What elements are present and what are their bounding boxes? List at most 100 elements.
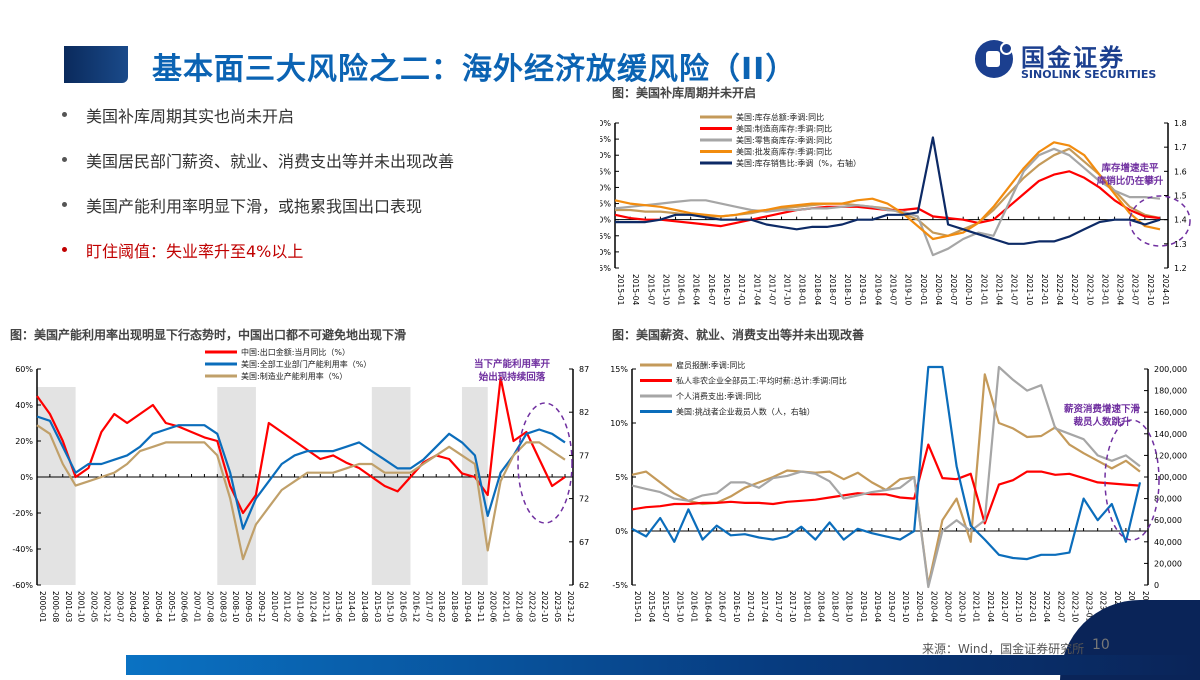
x-tick-label: 2009-12 [257,591,266,623]
x-tick-label: 2009-05 [244,591,253,623]
x-tick-label: 2015-07 [646,274,655,306]
recession-shade [217,387,256,585]
x-tick-label: 2017-04 [760,591,769,623]
x-tick-label: 2021-10 [1025,274,1034,306]
y-tick-label-left: 20% [15,437,33,446]
x-tick-label: 2024-01 [1161,274,1170,306]
legend-label: 美国:零售商库存:季调:同比 [736,135,832,145]
x-tick-label: 2018-10 [845,591,854,623]
bullet-list: 美国补库周期其实也尚未开启 美国居民部门薪资、就业、消费支出等并未出现改善 美国… [60,103,454,283]
x-tick-label: 2015-04 [631,274,640,306]
y-tick-label-right: 87 [579,365,589,374]
x-tick-label: 2014-08 [360,591,369,623]
x-tick-label: 2021-01 [502,591,511,623]
x-tick-label: 2002-12 [102,591,111,623]
y-tick-label-left: 10% [600,183,611,192]
x-tick-label: 2023-07 [1131,274,1140,306]
y-tick-label-right: 0 [1154,581,1159,590]
y-tick-label-right: 1.2 [1174,264,1187,273]
annotation-text: 库存增速走平 [1100,162,1159,174]
annotation-text: 始出现持续回落 [479,371,546,383]
x-tick-label: 2016-01 [689,591,698,623]
y-tick-label-left: 25% [600,135,611,144]
x-tick-label: 2001-10 [77,591,86,623]
x-tick-label: 2020-04 [929,591,938,623]
series-line-3 [631,365,1142,561]
x-tick-label: 2021-07 [1000,591,1009,623]
highlight-ellipse [1104,419,1160,541]
x-tick-label: 2005-04 [154,591,163,623]
y-tick-label-left: 0% [615,527,628,536]
y-tick-label-right: 62 [579,581,589,590]
x-tick-label: 2017-01 [737,274,746,306]
x-tick-label: 2022-01 [1040,274,1049,306]
y-tick-label-left: -60% [12,581,33,590]
chart-capacity: 60% 40% 20% 0% -20% -40% -60% 87 82 77 72 67 62 2000-… [12,347,589,623]
x-tick-label: 2019-01 [859,591,868,623]
bullet-item: 美国产能利用率明显下滑，或拖累我国出口表现 [60,193,454,216]
y-tick-label-right: 67 [579,538,589,547]
x-tick-label: 2015-01 [633,591,642,623]
x-tick-label: 2015-03 [373,591,382,623]
x-tick-label: 2016-04 [704,591,713,623]
x-tick-label: 2020-07 [943,591,952,623]
x-tick-label: 2022-03 [527,591,536,623]
x-tick-label: 2021-08 [514,591,523,623]
x-tick-label: 2023-10 [1146,274,1155,306]
y-tick-label-left: 10% [610,419,628,428]
chart-inventory: 30% 25% 20% 15% 10% 5% 0% -5% -10% -15% 1.8 1.7 1.6 1… [600,112,1191,306]
y-tick-label-right: 1.7 [1174,143,1187,152]
bullet-item: 美国居民部门薪资、就业、消费支出等并未出现改善 [60,148,454,171]
x-tick-label: 2020-06 [489,591,498,623]
x-tick-label: 2018-07 [831,591,840,623]
x-tick-label: 2023-04 [1116,274,1125,306]
x-tick-label: 2016-07 [718,591,727,623]
company-logo: 国金证券 SINOLINK SECURITIES [975,38,1175,84]
x-tick-label: 2015-10 [661,274,670,306]
x-tick-label: 2008-10 [231,591,240,623]
x-tick-label: 2004-02 [128,591,137,623]
series-line-1 [631,443,1141,525]
y-tick-label-right: 1.6 [1174,167,1187,176]
x-tick-label: 2016-04 [692,274,701,306]
legend-label: 美国:挑战者企业裁员人数（人，右轴） [676,407,815,417]
x-tick-label: 2020-01 [915,591,924,623]
annotation-text: 当下产能利用率开 [474,358,551,370]
x-tick-label: 2007-08 [205,591,214,623]
x-tick-label: 2014-01 [347,591,356,623]
y-tick-label-right: 80,000 [1154,495,1182,504]
y-tick-label-right: 60,000 [1154,516,1182,525]
y-tick-label-right: 120,000 [1154,451,1187,460]
page-title: 基本面三大风险之二：海外经济放缓风险（II） [152,52,797,87]
y-tick-label-right: 40,000 [1154,538,1182,547]
x-tick-label: 2004-09 [141,591,150,623]
x-tick-label: 2017-01 [746,591,755,623]
x-tick-label: 2012-04 [308,591,317,623]
x-tick-label: 2019-11 [476,591,485,623]
legend-label: 雇员报酬:季调:同比 [676,360,745,370]
x-tick-label: 2019-10 [904,274,913,306]
y-tick-label-right: 20,000 [1154,559,1182,568]
series-line-2 [36,424,566,561]
x-tick-label: 2021-10 [1014,591,1023,623]
x-tick-label: 2018-01 [802,591,811,623]
x-tick-label: 2022-04 [1042,591,1051,623]
x-tick-label: 2019-10 [901,591,910,623]
y-tick-label-left: 40% [15,401,33,410]
x-tick-label: 2020-10 [964,274,973,306]
series-line-1 [36,415,566,530]
x-tick-label: 2021-04 [986,591,995,623]
logo-english-name: SINOLINK SECURITIES [1021,68,1157,81]
x-tick-label: 2016-12 [411,591,420,623]
y-tick-label-left: 5% [615,473,628,482]
y-tick-label-left: -5% [612,581,628,590]
bullet-item: 美国补库周期其实也尚未开启 [60,103,454,126]
annotation-text: 薪资消费增速下滑 [1064,403,1141,415]
x-tick-label: 2020-01 [919,274,928,306]
chart-wages: 15% 10% 5% 0% -5% 200,000 180,000 160,000 140,00… [610,360,1187,623]
x-tick-label: 2018-09 [450,591,459,623]
y-tick-label-left: 5% [600,200,611,209]
x-tick-label: 2016-05 [399,591,408,623]
x-tick-label: 2020-10 [958,591,967,623]
y-tick-label-right: 1.5 [1174,192,1187,201]
